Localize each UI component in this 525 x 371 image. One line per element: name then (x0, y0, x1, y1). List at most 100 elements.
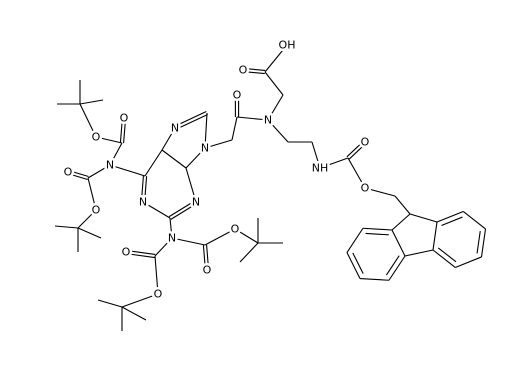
bond (142, 201, 171, 219)
bond (347, 157, 366, 189)
bond (121, 306, 147, 321)
atom-label: N (139, 196, 147, 209)
bond (68, 169, 89, 177)
bonds (54, 44, 487, 331)
bond (348, 142, 367, 160)
bond (346, 252, 361, 279)
bond (236, 116, 269, 121)
bond (168, 200, 196, 218)
bond (54, 225, 79, 229)
bond (441, 216, 463, 227)
bond (455, 256, 482, 268)
bond (97, 299, 123, 308)
bond (319, 157, 349, 169)
atom-label: O (120, 112, 129, 125)
bond (121, 293, 159, 308)
bond (385, 255, 400, 276)
bond (77, 227, 102, 239)
bond (264, 71, 284, 96)
bond (364, 187, 396, 197)
bond (123, 118, 127, 144)
atom-label: O (233, 89, 242, 102)
bond (204, 228, 236, 246)
bond (391, 229, 406, 257)
bond (109, 164, 146, 177)
bond (144, 176, 148, 203)
atom-label: N (171, 122, 179, 135)
bond (462, 211, 486, 230)
atom-label: N (264, 114, 272, 127)
bond (109, 142, 123, 166)
atom-label: OH (279, 39, 296, 52)
bond (185, 167, 197, 203)
bond (206, 244, 210, 270)
bond (95, 136, 123, 144)
bond (432, 221, 438, 251)
bond (202, 245, 206, 271)
bond (170, 202, 198, 220)
bond (311, 141, 321, 169)
bond (267, 119, 289, 143)
atom-label: O (361, 182, 370, 195)
bond (204, 112, 208, 149)
bond (79, 103, 97, 138)
atom-label: O (239, 64, 248, 77)
bond (185, 147, 206, 169)
bond (388, 255, 406, 281)
bond (174, 111, 207, 128)
bond (171, 237, 206, 246)
bond (175, 113, 208, 130)
bond (77, 209, 97, 229)
atom-label: O (154, 288, 163, 301)
bond (476, 230, 481, 254)
bond (161, 127, 176, 151)
bond (359, 277, 390, 281)
bond (394, 195, 411, 215)
bond (67, 173, 88, 181)
bond (264, 44, 288, 73)
atom-label: O (92, 131, 101, 144)
bond (437, 247, 457, 263)
bond (154, 237, 173, 257)
bond (365, 232, 389, 236)
bond (169, 217, 173, 239)
bond (119, 117, 123, 143)
bond (231, 116, 238, 141)
bond (79, 99, 104, 105)
atom-label: N (106, 159, 114, 172)
atom-label: O (92, 204, 101, 217)
bond (126, 249, 156, 255)
bond (140, 175, 144, 202)
bond (346, 140, 365, 158)
bond (409, 213, 438, 223)
atom-label: O (64, 166, 73, 179)
bond (144, 149, 163, 177)
atom-label: O (203, 264, 212, 277)
bond (87, 177, 97, 211)
bond (404, 249, 434, 257)
bond (352, 252, 364, 274)
bond (87, 164, 111, 179)
atom-label: O (231, 223, 240, 236)
bond (362, 227, 393, 231)
bond (346, 227, 364, 253)
bond (242, 71, 265, 75)
bond (234, 228, 259, 244)
atom-label: N (192, 196, 200, 209)
bond (436, 210, 464, 223)
atom-label: O (361, 136, 370, 149)
atom-label: O (122, 246, 131, 259)
bond (243, 67, 266, 71)
atom-label: NH (312, 162, 329, 175)
bond (161, 149, 187, 169)
bond (432, 249, 456, 268)
bond (267, 94, 284, 121)
bond (154, 255, 159, 295)
bond (480, 228, 487, 258)
bond (125, 253, 155, 259)
bond (239, 242, 259, 263)
atom-label: N (201, 142, 209, 155)
bond (391, 213, 411, 231)
